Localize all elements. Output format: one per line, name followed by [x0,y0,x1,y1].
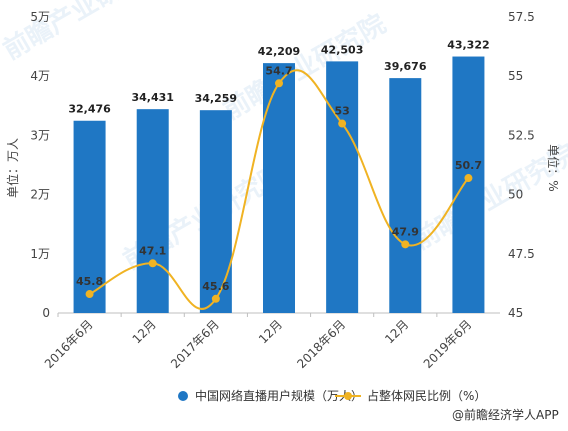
left-tick-label: 2万 [30,188,50,202]
right-tick-label: 47.5 [508,247,535,261]
bar-value-label: 34,259 [195,92,237,105]
line-point [464,174,473,183]
right-tick-label: 55 [508,69,523,83]
bar [389,78,422,314]
bar-value-label: 39,676 [384,60,427,73]
x-tick-label: 2019年6月 [421,317,475,371]
bar-value-label: 42,209 [258,45,300,58]
left-axis-title: 单位：万人 [5,138,20,198]
bar [452,56,485,314]
x-tick-label: 12月 [256,317,285,346]
legend-bar-label: 中国网络直播用户规模（万人） [195,388,363,403]
bar [73,120,106,313]
watermark-text: 前瞻产业研究院 [408,138,568,256]
x-tick-label: 2018年6月 [294,317,348,371]
line-point [338,119,347,128]
line-value-label: 47.1 [139,244,166,257]
left-tick-label: 0 [42,306,50,320]
left-tick-label: 4万 [30,69,50,83]
x-tick-label: 2016年6月 [42,317,96,371]
right-axis-title: 单位：% [546,144,561,191]
x-tick-label: 12月 [130,317,159,346]
legend-bar-marker [178,391,188,401]
watermark-text: 前瞻产业研究院 [218,8,391,126]
source-credit: @前瞻经济学人APP [452,408,559,422]
right-tick-label: 57.5 [508,10,535,24]
legend: 中国网络直播用户规模（万人） 占整体网民比例（%） [178,388,486,403]
left-tick-label: 3万 [30,128,50,142]
legend-line-dot [344,392,352,400]
bar [263,63,295,314]
right-tick-label: 45 [508,306,523,320]
left-axis: 0 1万 2万 3万 4万 5万 [30,10,50,320]
bar [199,110,232,313]
right-tick-label: 50 [508,188,523,202]
right-tick-label: 52.5 [508,128,535,142]
line-value-label: 47.9 [392,225,419,238]
line-value-label: 50.7 [455,159,482,172]
bar-value-label: 32,476 [68,103,111,116]
line-point [85,290,94,299]
x-axis: 2016年6月 12月 2017年6月 12月 2018年6月 12月 2019年6月 [42,313,475,371]
line-value-label: 45.6 [202,280,229,293]
bar-series: 32,476 34,431 34,259 42,209 42,503 39,676 43,3… [68,39,490,314]
left-tick-label: 1万 [30,247,50,261]
line-value-label: 54.7 [265,64,292,77]
bar-value-label: 34,431 [131,91,173,104]
bar [136,109,169,313]
watermark-text: 前瞻产业研究院 [0,0,171,66]
x-tick-label: 12月 [382,317,411,346]
bar-value-label: 43,322 [447,39,489,52]
bar [326,61,359,314]
right-axis: 45 47.5 50 52.5 55 57.5 [508,10,535,320]
legend-line-label: 占整体网民比例（%） [367,388,486,403]
line-point [275,79,283,88]
left-tick-label: 5万 [30,10,50,24]
line-series-points: 45.8 47.1 45.6 54.7 53 47.9 50.7 [76,64,482,303]
line-value-label: 53 [334,105,349,118]
line-point [211,294,220,303]
line-point [148,259,157,268]
line-point [401,240,410,249]
line-value-label: 45.8 [76,275,103,288]
x-tick-label: 2017年6月 [168,317,222,371]
bar-value-label: 42,503 [321,43,363,56]
